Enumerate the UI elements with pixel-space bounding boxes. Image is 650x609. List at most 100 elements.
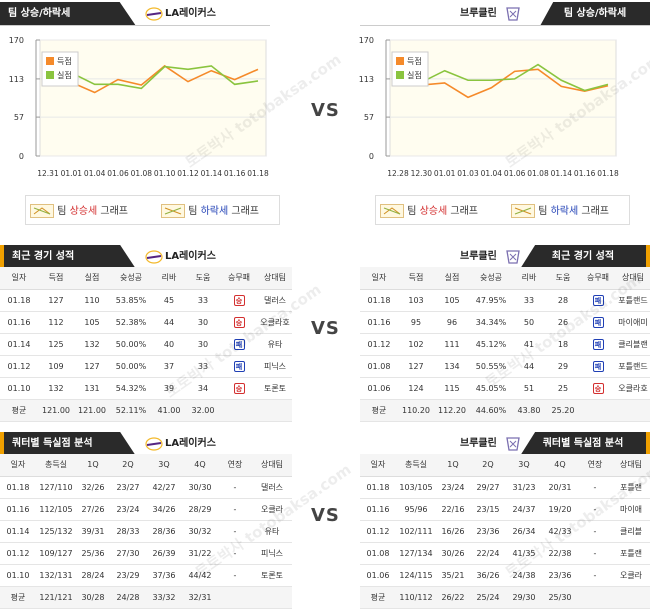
table-cell: 34/26: [146, 498, 182, 521]
column-header: 득점: [398, 267, 434, 290]
column-header: 득점: [38, 267, 74, 290]
x-tick-label: 01.08: [131, 169, 153, 178]
quarter-header-left: 쿼터별 득실점 분석 LA레이커스: [0, 432, 292, 456]
average-row: 평균 121.00 121.00 52.11% 41.00 32.00: [0, 399, 292, 422]
table-cell: 40: [152, 333, 186, 356]
table-cell: 평균: [360, 399, 398, 422]
x-tick-label: 01.18: [597, 169, 619, 178]
table-cell: 27/30: [110, 542, 146, 565]
table-cell: -: [578, 498, 612, 521]
up-trend-icon: [380, 204, 404, 218]
table-cell: 125/132: [36, 520, 76, 543]
column-header: 3Q: [506, 454, 542, 477]
column-header: 총득실: [396, 454, 436, 477]
table-cell: [616, 399, 650, 422]
table-cell: 52.38%: [110, 311, 152, 334]
table-cell: 41/35: [506, 542, 542, 565]
column-header: 1Q: [76, 454, 110, 477]
table-cell: 102: [398, 333, 434, 356]
table-cell: 109/127: [36, 542, 76, 565]
x-tick-label: 01.18: [247, 169, 269, 178]
table-cell: 109: [38, 355, 74, 378]
table-cell: [578, 586, 612, 609]
legend-swatch: [46, 71, 54, 79]
table-cell: -: [218, 498, 252, 521]
trend-header-label-right: 팀 상승/하락세: [540, 2, 650, 26]
table-cell: 22/24: [470, 542, 506, 565]
table-cell: 01.18: [0, 289, 38, 312]
table-cell: 댈러스: [252, 476, 292, 499]
trend-legend-left: 팀 상승세 그래프 팀 하락세 그래프: [25, 195, 280, 225]
table-cell: 01.18: [0, 476, 36, 499]
column-header: 승무패: [220, 267, 258, 290]
table-row: 01.14 125 132 50.00% 40 30 패 유타: [0, 333, 292, 356]
table-cell: 32/26: [76, 476, 110, 499]
lakers-logo-icon: [145, 6, 163, 22]
table-cell: 105: [74, 311, 110, 334]
table-cell: -: [218, 564, 252, 587]
down-trend-icon: [511, 204, 535, 218]
column-header: 슛성공: [470, 267, 512, 290]
legend-up-prefix: 팀: [407, 206, 420, 217]
table-cell: 패: [220, 333, 258, 356]
table-row: 01.12 102 111 45.12% 41 18 패 클리블랜: [360, 333, 650, 356]
column-header: 1Q: [436, 454, 470, 477]
column-header: 리바: [512, 267, 546, 290]
table-cell: 28/29: [182, 498, 218, 521]
table-cell: 20/31: [542, 476, 578, 499]
table-cell: [580, 399, 616, 422]
recent-vs-label: VS: [311, 318, 340, 339]
column-header: 일자: [360, 454, 396, 477]
table-cell: 132: [38, 377, 74, 400]
table-cell: 29: [546, 355, 580, 378]
table-cell: 유타: [252, 520, 292, 543]
table-cell: 52.11%: [110, 399, 152, 422]
table-cell: 포틀랜: [612, 476, 650, 499]
table-cell: 23/29: [110, 564, 146, 587]
loss-badge: 패: [233, 360, 245, 372]
legend-up-item-left: 팀 상승세 그래프: [30, 204, 128, 218]
table-cell: 01.14: [0, 520, 36, 543]
legend-down-item-right: 팀 하락세 그래프: [511, 204, 609, 218]
table-cell: 26/34: [506, 520, 542, 543]
table-cell: 승: [220, 377, 258, 400]
table-cell: 33: [186, 289, 220, 312]
table-cell: [258, 399, 292, 422]
win-badge: 승: [233, 294, 245, 306]
x-tick-label: 01.08: [527, 169, 549, 178]
trend-left-team: LA레이커스: [165, 8, 216, 19]
table-cell: 패: [580, 333, 616, 356]
table-cell: 33: [512, 289, 546, 312]
table-cell: 평균: [0, 586, 36, 609]
table-cell: 30: [186, 333, 220, 356]
column-header: 4Q: [182, 454, 218, 477]
table-cell: 110.20: [398, 399, 434, 422]
table-cell: 28/33: [110, 520, 146, 543]
table-cell: 127/134: [396, 542, 436, 565]
table-header-row: 일자 총득실 1Q 2Q 3Q 4Q 연장 상대팀: [360, 454, 650, 477]
table-row: 01.18 127 110 53.85% 45 33 승 댈러스: [0, 289, 292, 312]
table-cell: 댈러스: [258, 289, 292, 312]
win-badge: 승: [233, 382, 245, 394]
table-row: 01.16 112 105 52.38% 44 30 승 오클라호: [0, 311, 292, 334]
lakers-logo-icon: [145, 249, 163, 265]
table-cell: 53.85%: [110, 289, 152, 312]
table-row: 01.10 132 131 54.32% 39 34 승 토론토: [0, 377, 292, 400]
quarter-header-label-left: 쿼터별 득실점 분석: [4, 432, 136, 456]
column-header: 도움: [546, 267, 580, 290]
win-badge: 승: [592, 382, 604, 394]
table-cell: 34.34%: [470, 311, 512, 334]
table-cell: 23/36: [470, 520, 506, 543]
loss-badge: 패: [592, 360, 604, 372]
table-cell: 33/32: [146, 586, 182, 609]
table-row: 01.08 127/134 30/26 22/24 41/35 22/38- 포틀랜: [360, 542, 650, 565]
column-header: 실점: [434, 267, 470, 290]
table-cell: 패: [580, 311, 616, 334]
table-cell: 50.00%: [110, 333, 152, 356]
table-cell: 01.10: [0, 377, 38, 400]
nets-logo-icon: [505, 6, 523, 22]
table-cell: 36/26: [470, 564, 506, 587]
table-cell: -: [218, 476, 252, 499]
table-cell: 103: [398, 289, 434, 312]
